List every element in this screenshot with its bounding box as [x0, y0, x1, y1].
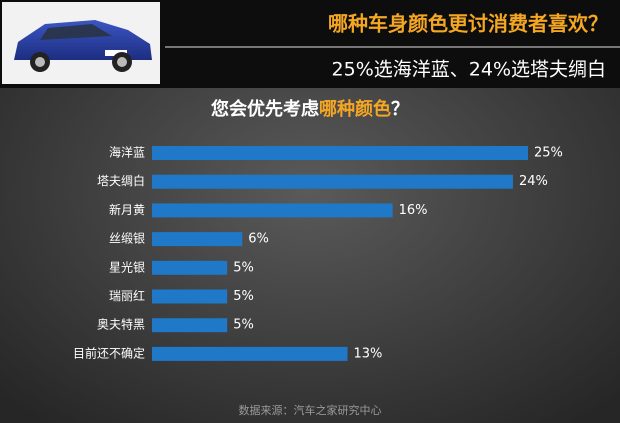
chart-title-part: 哪种颜色	[319, 98, 391, 120]
car-rim	[117, 57, 127, 67]
bar	[152, 289, 228, 304]
bar	[152, 203, 393, 218]
category-label: 星光银	[109, 260, 145, 274]
chart-title: 您会优先考虑哪种颜色？	[211, 98, 409, 120]
bar	[152, 232, 243, 247]
category-label: 瑞丽红	[109, 288, 145, 303]
value-label: 5%	[233, 318, 254, 333]
category-label: 塔夫绸白	[97, 173, 145, 188]
category-label: 丝缎银	[109, 231, 145, 246]
car-window	[40, 24, 112, 40]
chart-title-part: 您会优先考虑	[211, 98, 319, 120]
bar	[152, 260, 228, 275]
value-label: 6%	[248, 232, 269, 247]
chart-title-part: ？	[391, 99, 409, 120]
value-label: 16%	[399, 203, 428, 218]
bar	[152, 174, 513, 189]
value-label: 5%	[233, 260, 254, 275]
value-label: 25%	[534, 146, 563, 161]
header-divider	[165, 46, 620, 48]
bar	[152, 146, 528, 160]
header-title: 哪种车身颜色更讨消费者喜欢？	[328, 12, 608, 36]
header-subtitle: 25%选海洋蓝、24%选塔夫绸白	[332, 59, 606, 81]
value-label: 5%	[233, 289, 254, 304]
category-label: 奥夫特黑	[97, 317, 145, 332]
value-label: 24%	[519, 174, 548, 189]
bar	[152, 318, 228, 333]
category-label: 海洋蓝	[109, 145, 145, 160]
source-note: 数据来源：汽车之家研究中心	[239, 403, 382, 417]
car-image	[2, 2, 160, 84]
value-label: 13%	[354, 346, 383, 361]
car-plate	[105, 50, 127, 56]
category-label: 目前还不确定	[73, 345, 145, 360]
bar	[152, 346, 348, 361]
category-label: 新月黄	[109, 202, 145, 217]
car-rim	[35, 57, 45, 67]
